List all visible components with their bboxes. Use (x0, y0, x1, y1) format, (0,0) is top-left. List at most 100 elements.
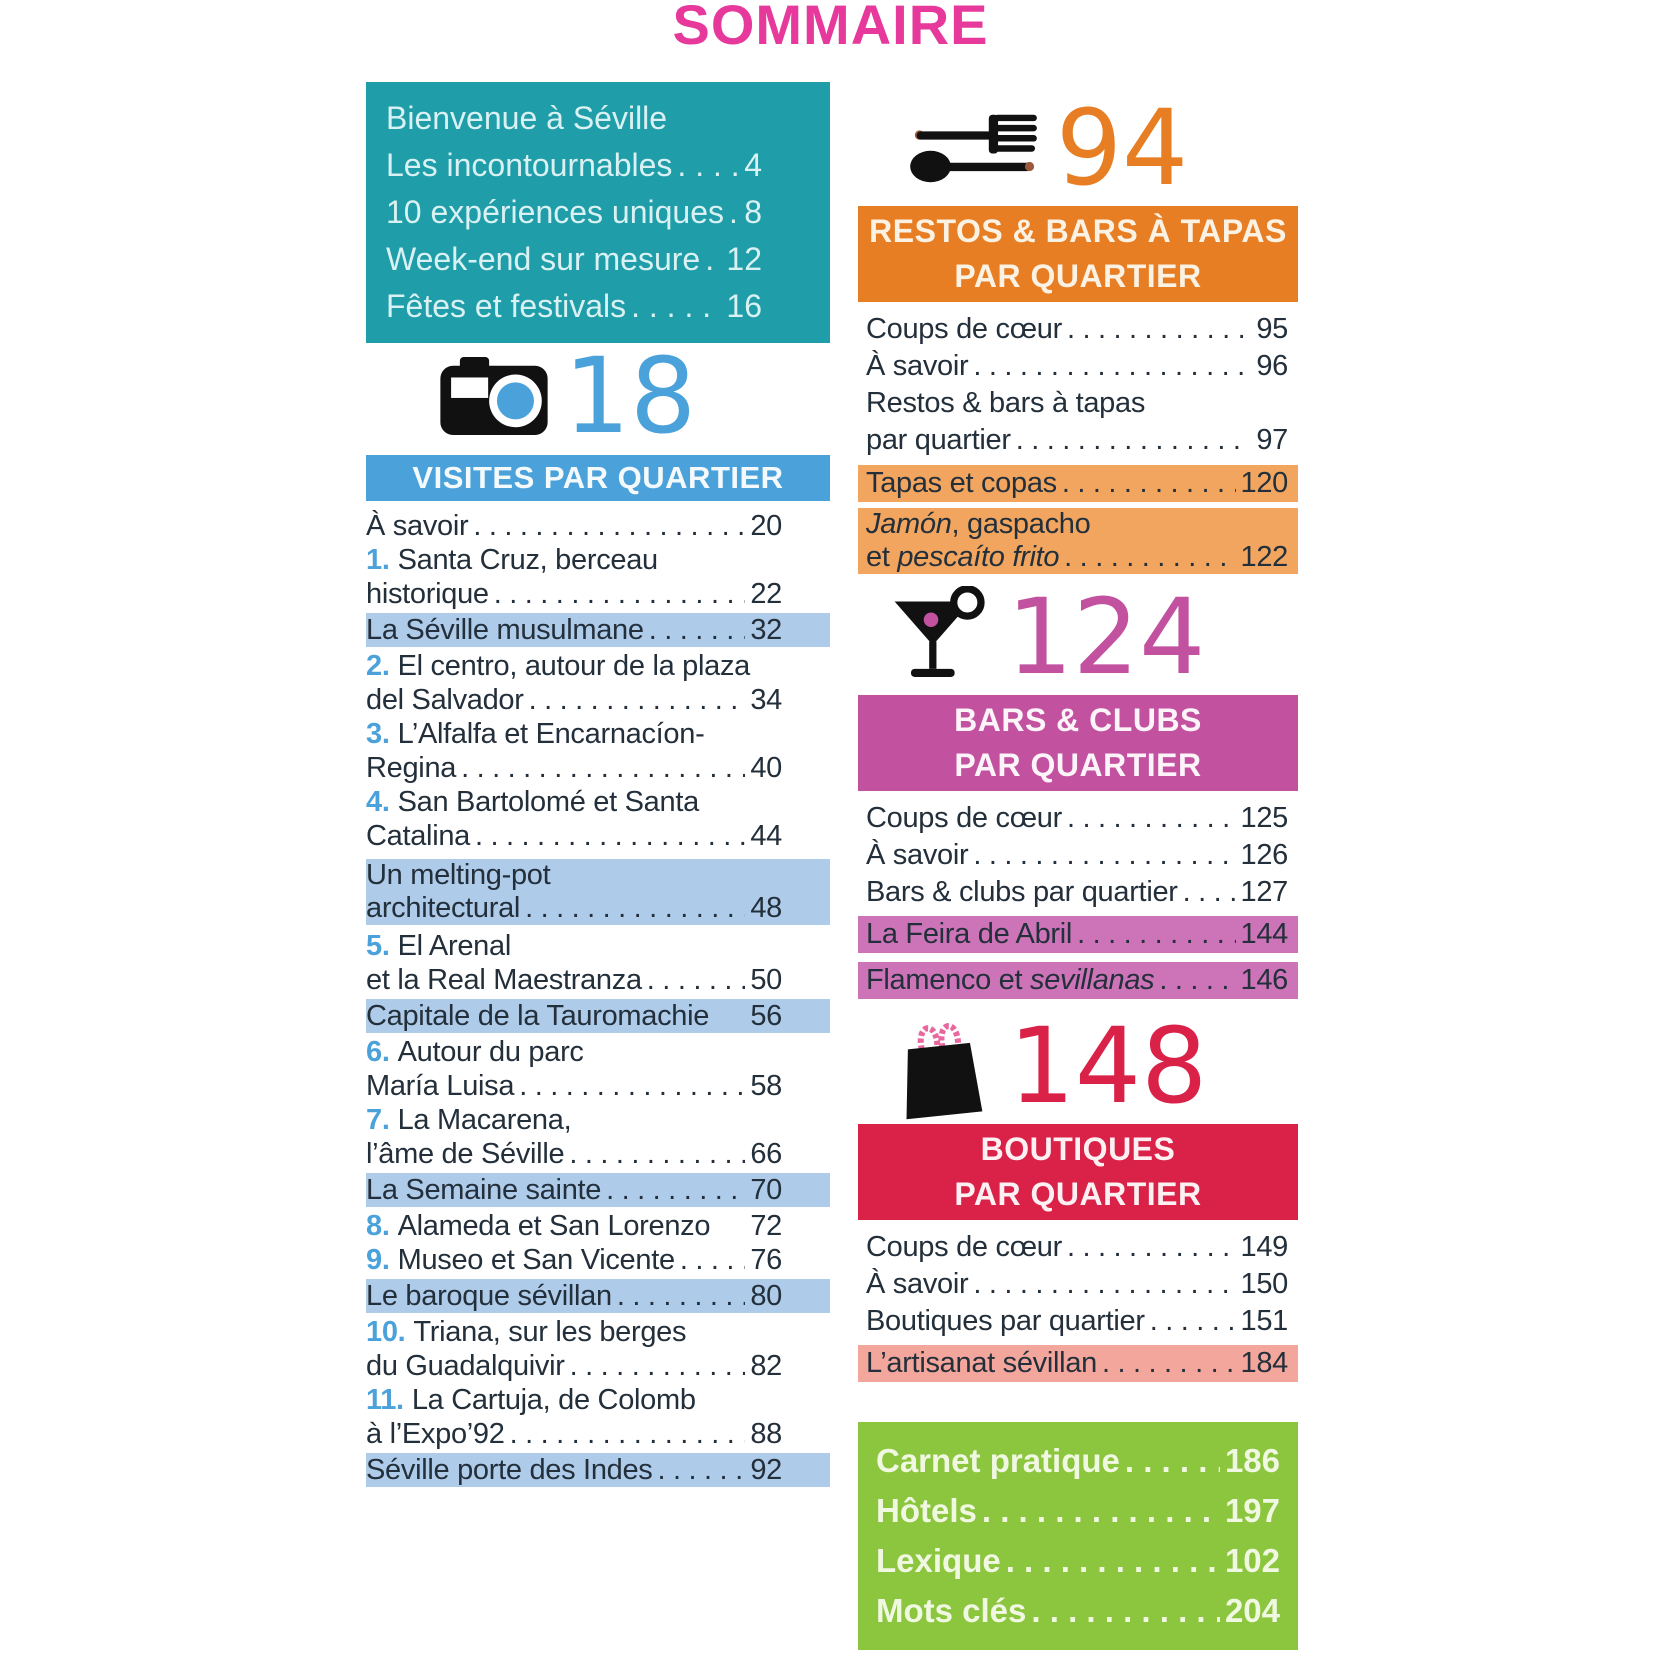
toc-row: Hôtels . . . . . . . . . . . . . . . . .… (876, 1486, 1280, 1536)
entry-label: La Cartuja, de Colomb (411, 1384, 696, 1416)
entry-label: À savoir (866, 839, 969, 871)
page-number: 146 (1240, 964, 1289, 996)
camera-icon (440, 357, 548, 435)
entry-label: Bienvenue à Séville (386, 100, 668, 136)
entry-label: Carnet pratique (876, 1442, 1120, 1479)
entry-label: 10 expériences uniques (386, 194, 725, 230)
page-number: 40 (750, 752, 782, 784)
entry-label: San Bartolomé et Santa (397, 786, 700, 818)
toc-row: Week-end sur mesure . . . . . . . . . . … (386, 236, 810, 283)
toc-row: Séville porte des Indes . . . . . . . . … (366, 1453, 830, 1487)
entry-label: Museo et San Vicente (397, 1244, 676, 1276)
toc-row: Les incontournables . . . . . . . . . . … (386, 142, 810, 189)
dot-leader: . . . . . . . . . . . . . . . . . . . . … (1031, 1592, 1220, 1629)
entry-label: Flamenco et sevillanas (866, 964, 1155, 996)
page-title: SOMMAIRE (672, 0, 989, 56)
toc-row: et pescaíto frito . . . . . . . . . . . … (858, 541, 1298, 574)
toc-row: à l’Expo’92 . . . . . . . . . . . . . . … (366, 1417, 830, 1451)
toc-row: 3. L’Alfalfa et Encarnacíon- (366, 717, 830, 751)
dot-leader: . . . . . . . . . . . . . . . . . . . . … (1124, 1442, 1220, 1479)
entry-label: Bars & clubs par quartier (866, 876, 1178, 908)
section-start-page: 148 (1008, 1005, 1208, 1127)
entry-label: L’artisanat sévillan (866, 1347, 1097, 1379)
dot-leader: . . . . . . . . . . . . . . . . . . . . … (519, 1070, 745, 1102)
visites-icon-row: 18 (366, 343, 830, 449)
toc-row: María Luisa . . . . . . . . . . . . . . … (366, 1069, 830, 1103)
entry-number: 10. (366, 1316, 406, 1348)
dot-leader: . . . . . . . . . . . . . . . . . . . . … (705, 241, 721, 277)
toc-row: Coups de cœur . . . . . . . . . . . . . … (858, 311, 1298, 348)
dot-leader: . . . . . . . . . . . . . . . . . . . . … (973, 350, 1251, 382)
entry-number: 9. (366, 1244, 390, 1276)
entry-label: À savoir (366, 510, 469, 542)
toc-row: À savoir . . . . . . . . . . . . . . . .… (858, 348, 1298, 385)
dot-leader: . . . . . . . . . . . . . . . . . . . . … (1066, 1231, 1236, 1263)
section-ribbon: BARS & CLUBS PAR QUARTIER (858, 695, 1298, 791)
entry-label: historique (366, 578, 489, 610)
toc-row: du Guadalquivir . . . . . . . . . . . . … (366, 1349, 830, 1383)
visites-ribbon: VISITES PAR QUARTIER (366, 455, 830, 501)
toc-row: La Feira de Abril . . . . . . . . . . . … (858, 916, 1298, 953)
toc-row: Lexique . . . . . . . . . . . . . . . . … (876, 1536, 1280, 1586)
entry-label: par quartier (866, 424, 1011, 456)
entry-label: Alameda et San Lorenzo (397, 1210, 711, 1242)
entry-label: Boutiques par quartier (866, 1305, 1145, 1337)
entry-label: Les incontournables (386, 147, 673, 183)
page-number: 8 (744, 194, 762, 230)
entry-label: Jamón, gaspacho (866, 508, 1091, 540)
visites-rows: À savoir . . . . . . . . . . . . . . . .… (366, 509, 830, 1487)
entry-label: Catalina (366, 820, 470, 852)
page-number: 125 (1240, 802, 1289, 834)
dot-leader: . . . . . . . . . . . . . . . . . . . . … (1066, 802, 1236, 834)
dot-leader: . . . . . . . . . . . . . . . . . . . . … (569, 1350, 746, 1382)
page-number: 127 (1240, 876, 1289, 908)
toc-row: et la Real Maestranza . . . . . . . . . … (366, 963, 830, 997)
dot-leader: . . . . . . . . . . . . . . . . . . . . … (1159, 964, 1235, 996)
toc-row: Fêtes et festivals . . . . . . . . . . .… (386, 283, 810, 330)
entry-label: La Feira de Abril (866, 918, 1073, 950)
page-number: 184 (1240, 1347, 1289, 1379)
toc-row: Coups de cœur . . . . . . . . . . . . . … (858, 1229, 1298, 1266)
entry-label: et la Real Maestranza (366, 964, 642, 996)
entry-label: À savoir (866, 1268, 969, 1300)
toc-row: Bars & clubs par quartier . . . . . . . … (858, 874, 1298, 911)
entry-number: 2. (366, 650, 390, 682)
toc-row: Restos & bars à tapas (858, 385, 1298, 422)
intro-box: Bienvenue à Séville Les incontournables .… (366, 82, 830, 343)
dot-leader: . . . . . . . . . . . . . . . . . . . . … (646, 964, 746, 996)
dot-leader: . . . . . . . . . . . . . . . . . . . . … (1182, 876, 1236, 908)
toc-row: Coups de cœur . . . . . . . . . . . . . … (858, 800, 1298, 837)
entry-label: À savoir (866, 350, 969, 382)
dot-leader: . . . . . . . . . . . . . . . . . . . . … (473, 510, 745, 542)
dot-leader: . . . . . . . . . . . . . . . . . . . . … (1015, 424, 1252, 456)
page-number: 44 (750, 820, 782, 852)
page-number: 4 (744, 147, 762, 183)
entry-label: architectural (366, 892, 521, 924)
cocktail-section-header: 124 (858, 584, 1298, 690)
dot-leader: . . . . . . . . . . . . . . . . . . . . … (528, 684, 746, 716)
entry-label: Un melting-pot (366, 859, 551, 891)
page-number: 34 (750, 684, 782, 716)
entry-label: Séville porte des Indes (366, 1454, 653, 1486)
section-ribbon: RESTOS & BARS À TAPAS PAR QUARTIER (858, 206, 1298, 302)
page-number: 95 (1256, 313, 1288, 345)
page-number: 16 (726, 288, 762, 324)
entry-label: Fêtes et festivals (386, 288, 627, 324)
entry-label: del Salvador (366, 684, 524, 716)
left-column: Bienvenue à Séville Les incontournables .… (366, 82, 830, 1487)
toc-row: La Semaine sainte . . . . . . . . . . . … (366, 1173, 830, 1207)
dot-leader: . . . . . . . . . . . . . . . . . . . . … (648, 614, 746, 646)
dot-leader: . . . . . . . . . . . . . . . . . . . . … (973, 839, 1235, 871)
practical-info-box: Carnet pratique . . . . . . . . . . . . … (858, 1422, 1298, 1650)
entry-number: 7. (366, 1104, 390, 1136)
entry-label: La Séville musulmane (366, 614, 644, 646)
dot-leader: . . . . . . . . . . . . . . . . . . . . … (981, 1492, 1220, 1529)
toc-row: Boutiques par quartier . . . . . . . . .… (858, 1303, 1298, 1340)
dot-leader: . . . . . . . . . . . . . . . . . . . . … (493, 578, 746, 610)
toc-row: 6. Autour du parc (366, 1035, 830, 1069)
page-number: 102 (1224, 1542, 1280, 1579)
dot-leader: . . . . . . . . . . . . . . . . . . . . … (973, 1268, 1235, 1300)
right-column: 94 RESTOS & BARS À TAPAS PAR QUARTIER Coups… (858, 95, 1298, 1650)
page-number: 50 (750, 964, 782, 996)
dot-leader: . . . . . . . . . . . . . . . . . . . . … (525, 892, 745, 924)
